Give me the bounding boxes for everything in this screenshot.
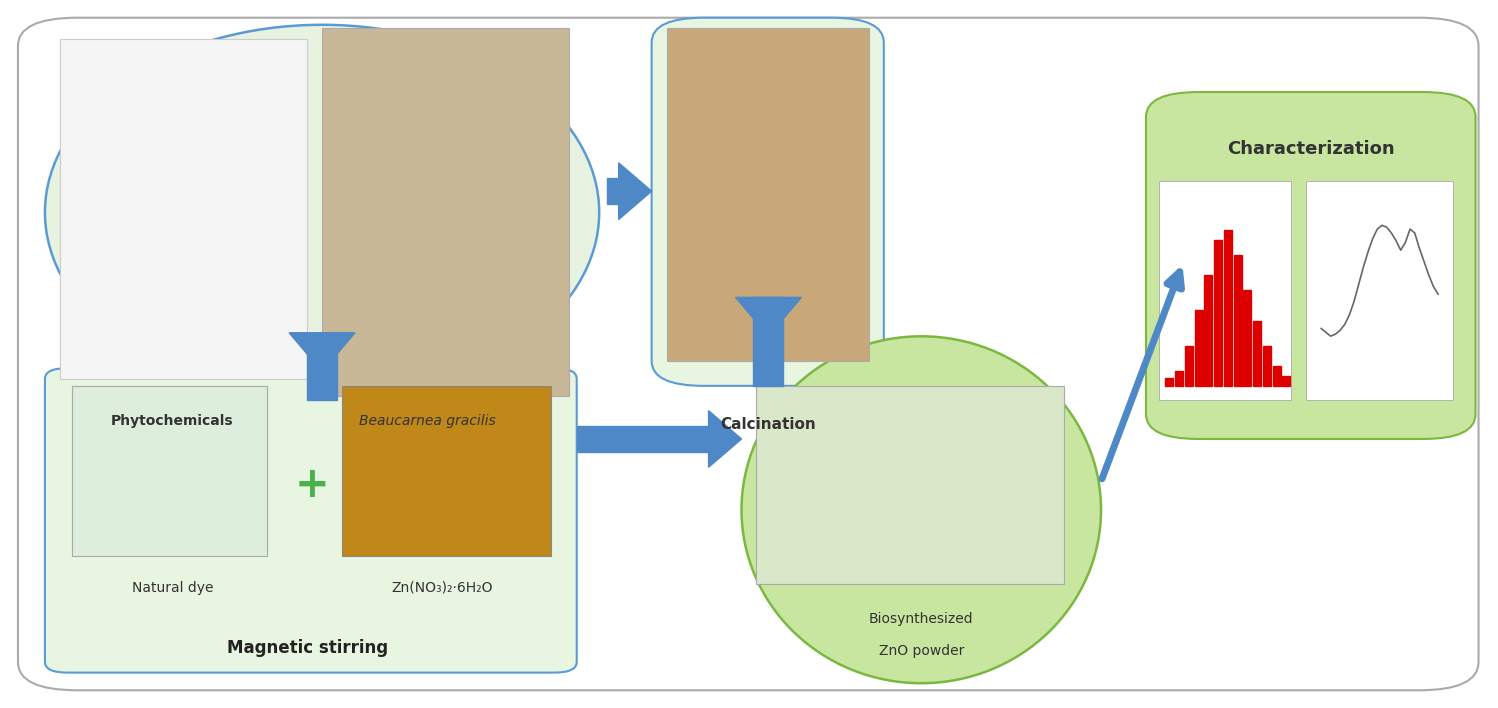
FancyBboxPatch shape	[322, 28, 569, 396]
FancyBboxPatch shape	[45, 368, 577, 673]
Polygon shape	[289, 333, 355, 372]
Bar	[1195, 311, 1203, 386]
FancyBboxPatch shape	[1159, 181, 1291, 400]
FancyBboxPatch shape	[1306, 181, 1453, 400]
Text: Beaucarnea gracilis: Beaucarnea gracilis	[358, 414, 496, 428]
Text: Zn(NO₃)₂·6H₂O: Zn(NO₃)₂·6H₂O	[391, 581, 493, 595]
Bar	[1243, 290, 1251, 386]
Bar	[1224, 230, 1231, 386]
Text: Biosynthesized: Biosynthesized	[869, 612, 974, 627]
Polygon shape	[307, 333, 337, 400]
Polygon shape	[709, 411, 742, 467]
FancyBboxPatch shape	[72, 386, 267, 556]
FancyBboxPatch shape	[342, 386, 551, 556]
Polygon shape	[607, 178, 619, 204]
Text: Magnetic stirring: Magnetic stirring	[226, 639, 388, 657]
Bar	[1213, 240, 1222, 386]
FancyBboxPatch shape	[60, 39, 307, 379]
Bar	[1165, 378, 1173, 386]
Text: +: +	[294, 464, 330, 506]
Bar	[1204, 275, 1212, 386]
Bar	[1185, 346, 1192, 386]
FancyBboxPatch shape	[18, 18, 1479, 690]
Text: Natural dye: Natural dye	[132, 581, 213, 595]
FancyBboxPatch shape	[1146, 92, 1476, 439]
Polygon shape	[736, 297, 801, 336]
Text: Calcination: Calcination	[721, 417, 816, 433]
FancyBboxPatch shape	[652, 18, 884, 386]
Bar	[1263, 346, 1270, 386]
Bar	[1273, 366, 1281, 386]
Bar	[1252, 321, 1261, 386]
Text: Phytochemicals: Phytochemicals	[111, 414, 234, 428]
Bar	[1174, 371, 1183, 386]
Text: Characterization: Characterization	[1227, 139, 1395, 158]
Text: ZnO powder: ZnO powder	[879, 644, 963, 658]
Ellipse shape	[45, 25, 599, 400]
Bar	[1234, 255, 1242, 386]
FancyBboxPatch shape	[756, 386, 1064, 584]
Bar	[1282, 376, 1290, 386]
Polygon shape	[619, 163, 652, 219]
Polygon shape	[577, 426, 709, 452]
Polygon shape	[753, 297, 783, 386]
FancyBboxPatch shape	[667, 28, 869, 361]
Ellipse shape	[742, 336, 1101, 683]
